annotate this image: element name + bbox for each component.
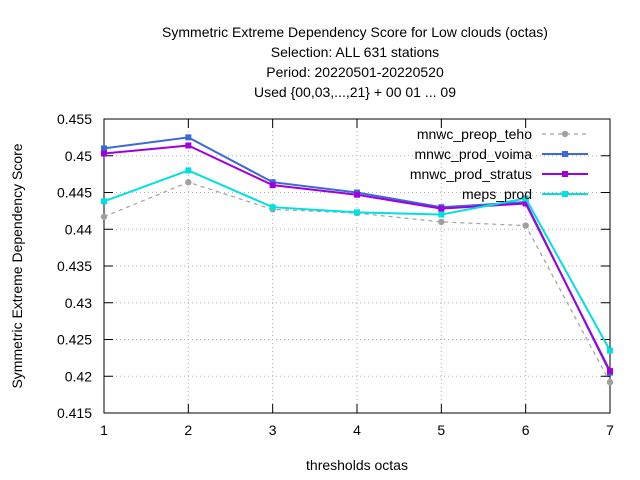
data-point xyxy=(607,347,613,354)
title-line: Symmetric Extreme Dependency Score for L… xyxy=(162,24,548,40)
data-point xyxy=(562,151,568,157)
chart-title: Symmetric Extreme Dependency Score for L… xyxy=(162,24,548,100)
data-point xyxy=(561,130,569,138)
y-tick-label: 0.425 xyxy=(57,332,92,348)
legend-item: mnwc_preop_teho xyxy=(417,126,588,142)
data-point xyxy=(101,150,107,157)
data-point xyxy=(101,145,107,152)
x-tick-label: 2 xyxy=(184,422,192,438)
x-tick-label: 3 xyxy=(269,422,277,438)
data-point xyxy=(101,198,107,205)
y-tick-label: 0.445 xyxy=(57,185,92,201)
series-mnwc_prod_stratus xyxy=(101,142,613,375)
x-tick-label: 5 xyxy=(437,422,445,438)
data-point xyxy=(100,213,108,220)
data-point xyxy=(438,218,445,226)
data-point xyxy=(185,142,192,149)
y-tick-label: 0.415 xyxy=(57,405,92,421)
data-point xyxy=(354,209,360,216)
data-point xyxy=(607,368,613,375)
data-point xyxy=(269,204,276,211)
y-tick-label: 0.42 xyxy=(65,368,92,384)
legend: mnwc_preop_teho mnwc_prod_voima mnwc_prod_… xyxy=(410,126,588,202)
data-point xyxy=(522,195,529,202)
data-point xyxy=(522,200,529,207)
data-point xyxy=(185,134,192,141)
data-point xyxy=(562,171,568,177)
legend-item: mnwc_prod_stratus xyxy=(410,166,588,182)
title-line: Period: 20220501-20220520 xyxy=(266,64,444,80)
data-point xyxy=(185,167,192,174)
title-line: Selection: ALL 631 stations xyxy=(271,44,439,60)
data-point xyxy=(522,222,529,229)
series-lines xyxy=(100,134,614,386)
y-tick-label: 0.455 xyxy=(57,111,92,127)
y-tick-label: 0.45 xyxy=(65,148,92,164)
legend-item: meps_prod xyxy=(462,186,588,202)
x-tick-label: 4 xyxy=(353,422,361,438)
y-tick-label: 0.44 xyxy=(65,221,92,237)
legend-label: mnwc_prod_stratus xyxy=(410,166,532,182)
y-axis-label: Symmetric Extreme Dependency Score xyxy=(9,143,25,388)
series-meps_prod xyxy=(101,167,613,354)
data-point xyxy=(354,191,360,198)
title-line: Used {00,03,...,21} + 00 01 ... 09 xyxy=(254,84,456,100)
data-point xyxy=(606,378,614,386)
x-tick-label: 1 xyxy=(100,422,108,438)
y-tick-label: 0.43 xyxy=(65,295,92,311)
data-point xyxy=(185,179,192,186)
x-axis-label: thresholds octas xyxy=(306,457,408,473)
data-point xyxy=(438,211,445,218)
axis-ticks: 0.415 0.42 0.425 0.43 0.435 0.44 0.445 0.45 0.45… xyxy=(57,111,614,438)
x-tick-label: 7 xyxy=(606,422,614,438)
y-tick-label: 0.435 xyxy=(57,258,92,274)
legend-label: mnwc_preop_teho xyxy=(417,126,532,142)
legend-label: meps_prod xyxy=(462,186,532,202)
legend-item: mnwc_prod_voima xyxy=(415,146,588,162)
x-tick-label: 6 xyxy=(522,422,530,438)
legend-label: mnwc_prod_voima xyxy=(415,146,533,162)
data-point xyxy=(438,205,445,212)
data-point xyxy=(562,191,568,197)
data-point xyxy=(269,182,276,189)
